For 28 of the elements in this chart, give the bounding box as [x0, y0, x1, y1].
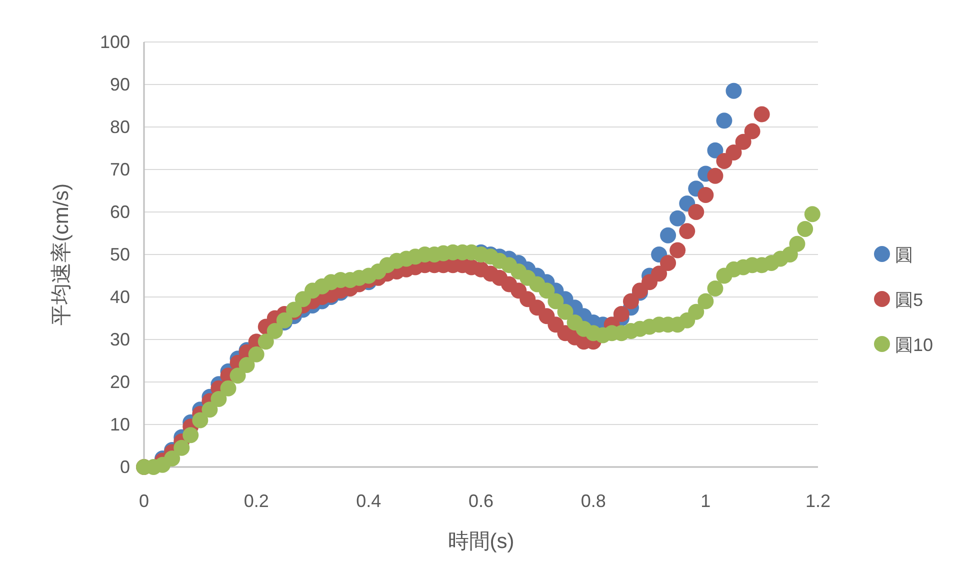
y-tick-label: 40	[110, 287, 130, 307]
y-axis-title: 平均速率(cm/s)	[50, 183, 73, 326]
x-axis-title: 時間(s)	[448, 530, 514, 553]
y-tick-label: 10	[110, 414, 130, 434]
point	[716, 112, 732, 129]
x-tick-label: 0.2	[244, 491, 269, 511]
point	[726, 82, 742, 99]
x-tick-label: 0	[138, 491, 150, 511]
x-tick-label: 1	[700, 491, 711, 511]
y-tick-label: 0	[120, 457, 130, 477]
x-tick-label: 1.2	[805, 491, 831, 511]
y-tick-label: 90	[110, 74, 130, 94]
point	[670, 210, 686, 226]
y-tick-label: 70	[110, 160, 130, 180]
x-tick-label: 0.6	[468, 491, 494, 511]
legend-label: 圓	[895, 245, 913, 265]
y-tick-label: 50	[110, 244, 130, 264]
x-tick-label: 0.4	[356, 491, 382, 511]
x-tick-label: 0.8	[580, 491, 606, 511]
y-tick-label: 30	[110, 330, 130, 350]
legend-label: 圓10	[895, 335, 934, 355]
point	[660, 227, 676, 244]
y-tick-label: 100	[100, 32, 130, 52]
y-tick-label: 60	[110, 202, 130, 222]
y-tick-label: 20	[110, 372, 130, 392]
point	[707, 142, 724, 158]
y-tick-label: 80	[110, 117, 130, 137]
legend-label: 圓5	[895, 290, 924, 310]
